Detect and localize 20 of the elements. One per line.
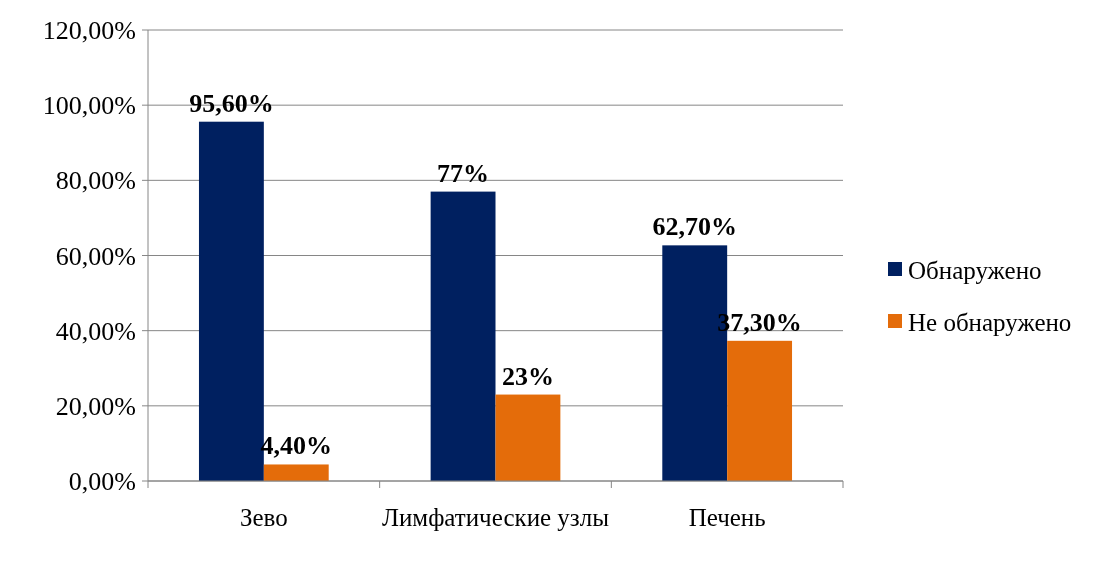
bar: [727, 340, 793, 481]
x-tick-label: Зево: [239, 504, 288, 531]
bar: [263, 464, 329, 481]
x-tick-label: Печень: [688, 504, 766, 531]
y-tick-label: 40,00%: [55, 316, 136, 346]
y-tick-label: 100,00%: [42, 91, 136, 121]
data-label: 62,70%: [652, 212, 737, 242]
legend-label: Обнаружено: [908, 256, 1042, 284]
y-tick-label: 20,00%: [55, 391, 136, 421]
data-label: 95,60%: [189, 88, 274, 118]
data-label: 23%: [501, 361, 554, 391]
bar: [430, 191, 496, 481]
legend-label: Не обнаружено: [908, 308, 1072, 336]
y-tick-label: 60,00%: [55, 241, 136, 271]
data-label: 77%: [437, 158, 490, 188]
y-tick-label: 0,00%: [68, 467, 136, 497]
y-tick-label: 80,00%: [55, 166, 136, 196]
bar: [495, 394, 561, 481]
x-tick-label: Лимфатические узлы: [381, 504, 610, 531]
y-tick-label: 120,00%: [42, 16, 136, 46]
